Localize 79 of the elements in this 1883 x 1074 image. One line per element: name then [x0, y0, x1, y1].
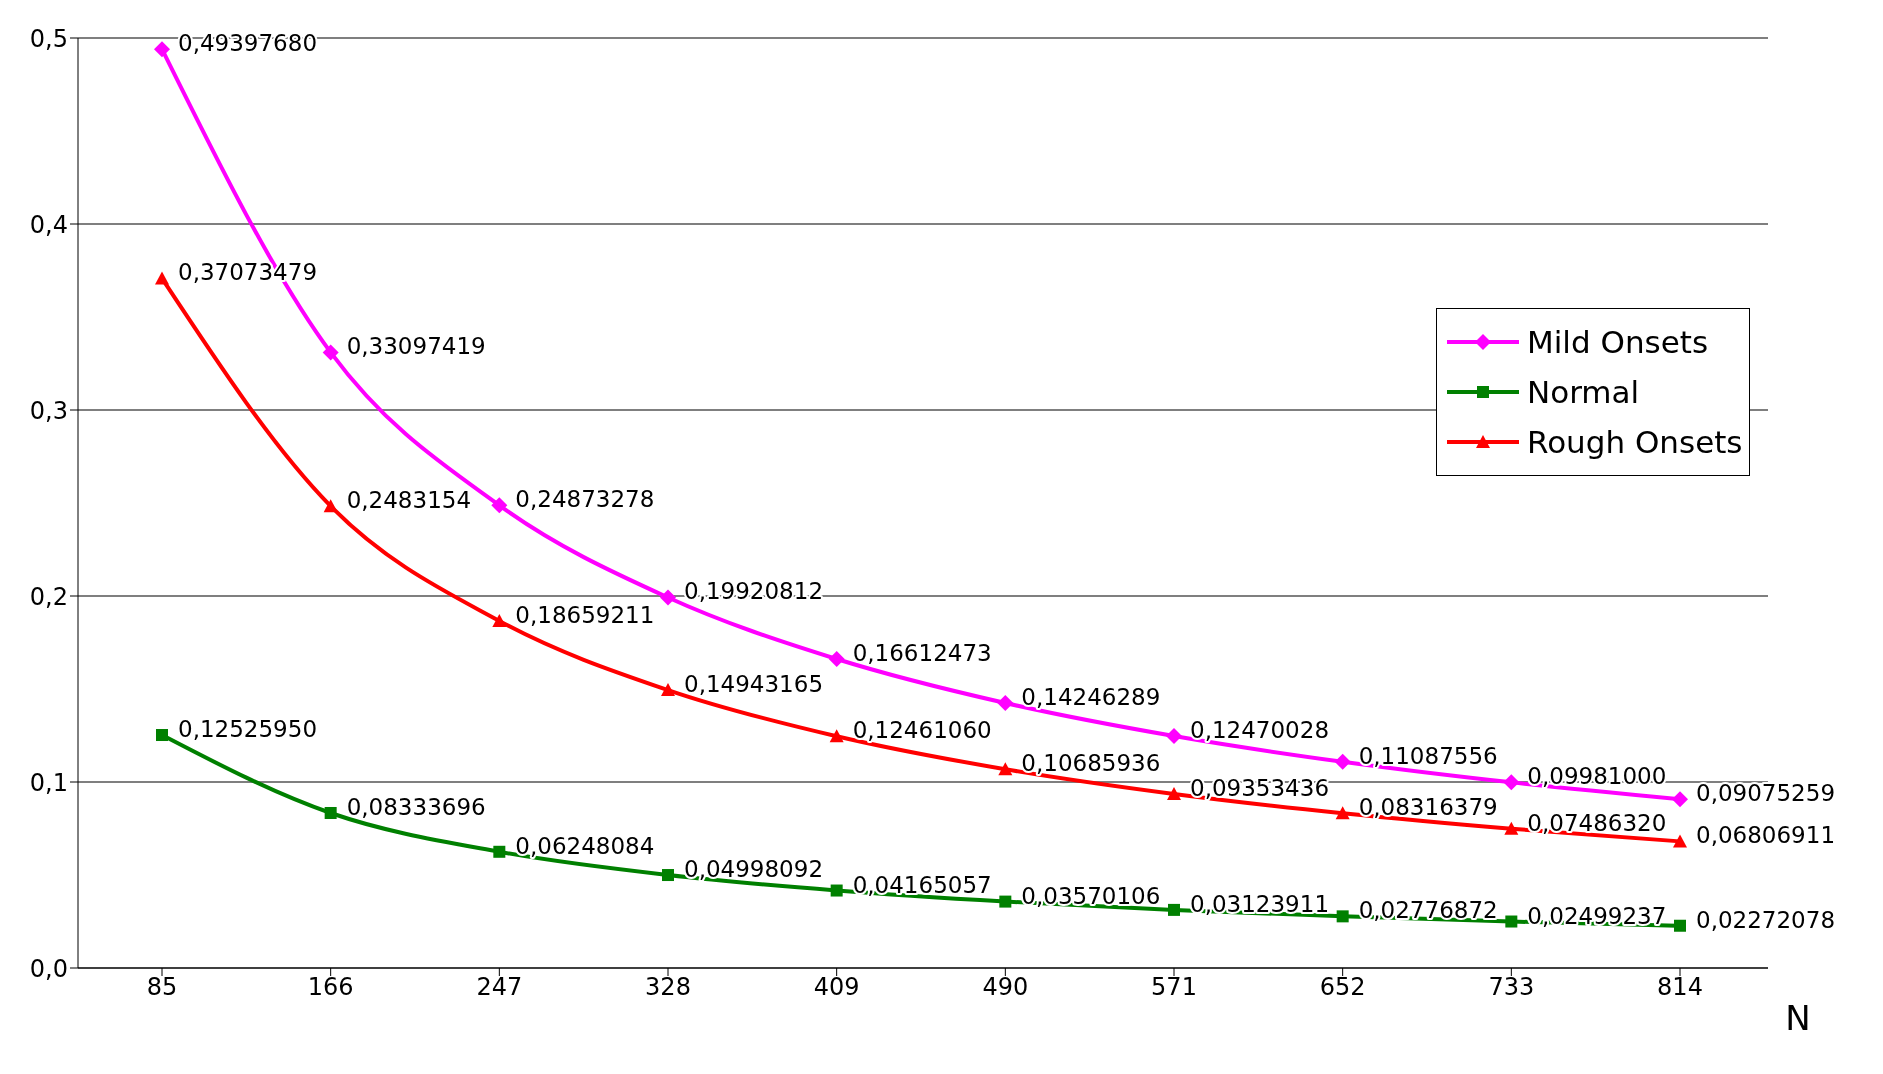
point	[1168, 903, 1180, 916]
legend-label: Normal	[1527, 373, 1640, 412]
data-label: 0,12461060	[852, 717, 992, 744]
x-tick-label: 814	[1657, 973, 1703, 1002]
y-tick-label: 0,4	[29, 210, 68, 239]
x-axis-title: N	[1785, 998, 1811, 1038]
point	[491, 497, 508, 514]
data-label: 0,09981000	[1527, 763, 1667, 790]
y-tick-label: 0,0	[29, 954, 68, 983]
point	[324, 806, 337, 819]
data-label: 0,04165057	[852, 871, 992, 898]
point	[998, 762, 1013, 776]
data-label: 0,49397680	[178, 30, 318, 57]
point	[1505, 915, 1518, 928]
point	[1167, 787, 1181, 801]
data-label: 0,03570106	[1021, 882, 1161, 909]
data-label: 0,06248084	[515, 832, 655, 859]
data-label: 0,09353436	[1190, 775, 1330, 802]
legend-label: Rough Onsets	[1527, 423, 1743, 462]
x-tick-label: 571	[1151, 973, 1197, 1002]
point	[660, 589, 676, 606]
y-tick-label: 0,3	[29, 396, 68, 425]
data-label: 0,06806911	[1696, 822, 1836, 849]
data-label: 0,04998092	[684, 856, 824, 883]
y-tick-label: 0,1	[29, 768, 68, 797]
x-tick-label: 652	[1319, 973, 1366, 1002]
data-label: 0,33097419	[346, 333, 486, 360]
point	[828, 651, 845, 668]
point	[1503, 774, 1520, 791]
data-label: 0,14246289	[1021, 684, 1161, 711]
data-label: 0,10685936	[1021, 750, 1161, 777]
data-label: 0,02499237	[1527, 902, 1667, 929]
point	[1336, 910, 1349, 923]
point	[1335, 806, 1350, 820]
data-label: 0,24873278	[515, 486, 655, 513]
data-label: 0,08316379	[1358, 794, 1498, 821]
point	[493, 845, 506, 858]
data-label: 0,02272078	[1696, 906, 1836, 933]
legend-label: Mild Onsets	[1527, 323, 1709, 362]
y-tick-label: 0,2	[29, 582, 68, 611]
x-tick-label: 733	[1488, 973, 1535, 1002]
x-tick-label: 247	[476, 973, 523, 1002]
data-label: 0,03123911	[1190, 890, 1330, 917]
data-label: 0,14943165	[684, 671, 824, 698]
data-label: 0,02776872	[1358, 897, 1498, 924]
y-tick-label: 0,5	[29, 24, 68, 53]
data-label: 0,2483154	[346, 487, 472, 514]
point	[492, 613, 507, 627]
x-tick-label: 166	[307, 973, 354, 1002]
point	[829, 729, 844, 743]
point	[1672, 791, 1688, 808]
data-label: 0,19920812	[684, 578, 824, 605]
point	[662, 869, 674, 882]
point	[997, 695, 1014, 712]
point	[830, 884, 843, 897]
x-tick-label: 328	[645, 973, 691, 1002]
x-tick-label: 490	[982, 973, 1029, 1002]
x-tick-label: 409	[813, 973, 860, 1002]
x-tick-label: 85	[146, 973, 178, 1002]
point	[1673, 834, 1687, 848]
data-label: 0,12470028	[1190, 717, 1330, 744]
point	[156, 729, 168, 742]
data-label: 0,12525950	[178, 716, 318, 743]
data-label: 0,08333696	[346, 793, 486, 820]
point	[1166, 728, 1182, 745]
data-label: 0,11087556	[1358, 742, 1498, 769]
point	[661, 683, 675, 697]
point	[1334, 753, 1351, 770]
data-label: 0,16612473	[852, 640, 992, 667]
data-label: 0,18659211	[515, 601, 655, 628]
point	[155, 271, 169, 285]
point	[154, 41, 170, 58]
point	[999, 895, 1012, 908]
point	[323, 499, 338, 513]
point	[1674, 919, 1686, 932]
point	[322, 344, 339, 361]
data-label: 0,09075259	[1696, 780, 1836, 807]
data-label: 0,07486320	[1527, 809, 1667, 836]
point	[1504, 821, 1519, 835]
